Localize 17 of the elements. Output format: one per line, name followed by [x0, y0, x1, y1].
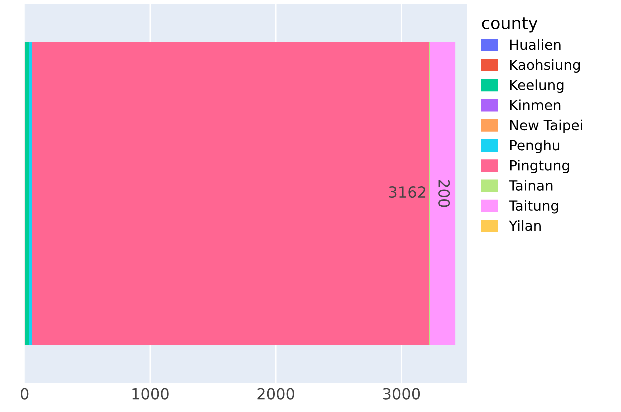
legend-label: Tainan	[509, 180, 553, 191]
legend-label: Penghu	[510, 140, 560, 154]
x-tick-label: 0	[20, 388, 29, 400]
legend-label: Keelung	[510, 80, 564, 94]
legend-label: Kinmen	[510, 100, 561, 110]
x-tick-label: 1000	[132, 388, 169, 400]
legend-label: New Taipei	[510, 120, 582, 134]
legend-label: Pingtung	[510, 160, 570, 174]
legend-label: Yilan	[509, 220, 541, 232]
x-tick-label: 3000	[383, 388, 420, 400]
legend-title: county	[482, 18, 538, 33]
legend-label: Kaohsiung	[510, 60, 580, 73]
data-label: 200	[438, 180, 450, 208]
legend-label: Taitung	[509, 200, 558, 214]
legend-label: Hualien	[510, 39, 561, 50]
data-label: 3162	[389, 186, 426, 198]
x-tick-label: 2000	[258, 388, 294, 400]
